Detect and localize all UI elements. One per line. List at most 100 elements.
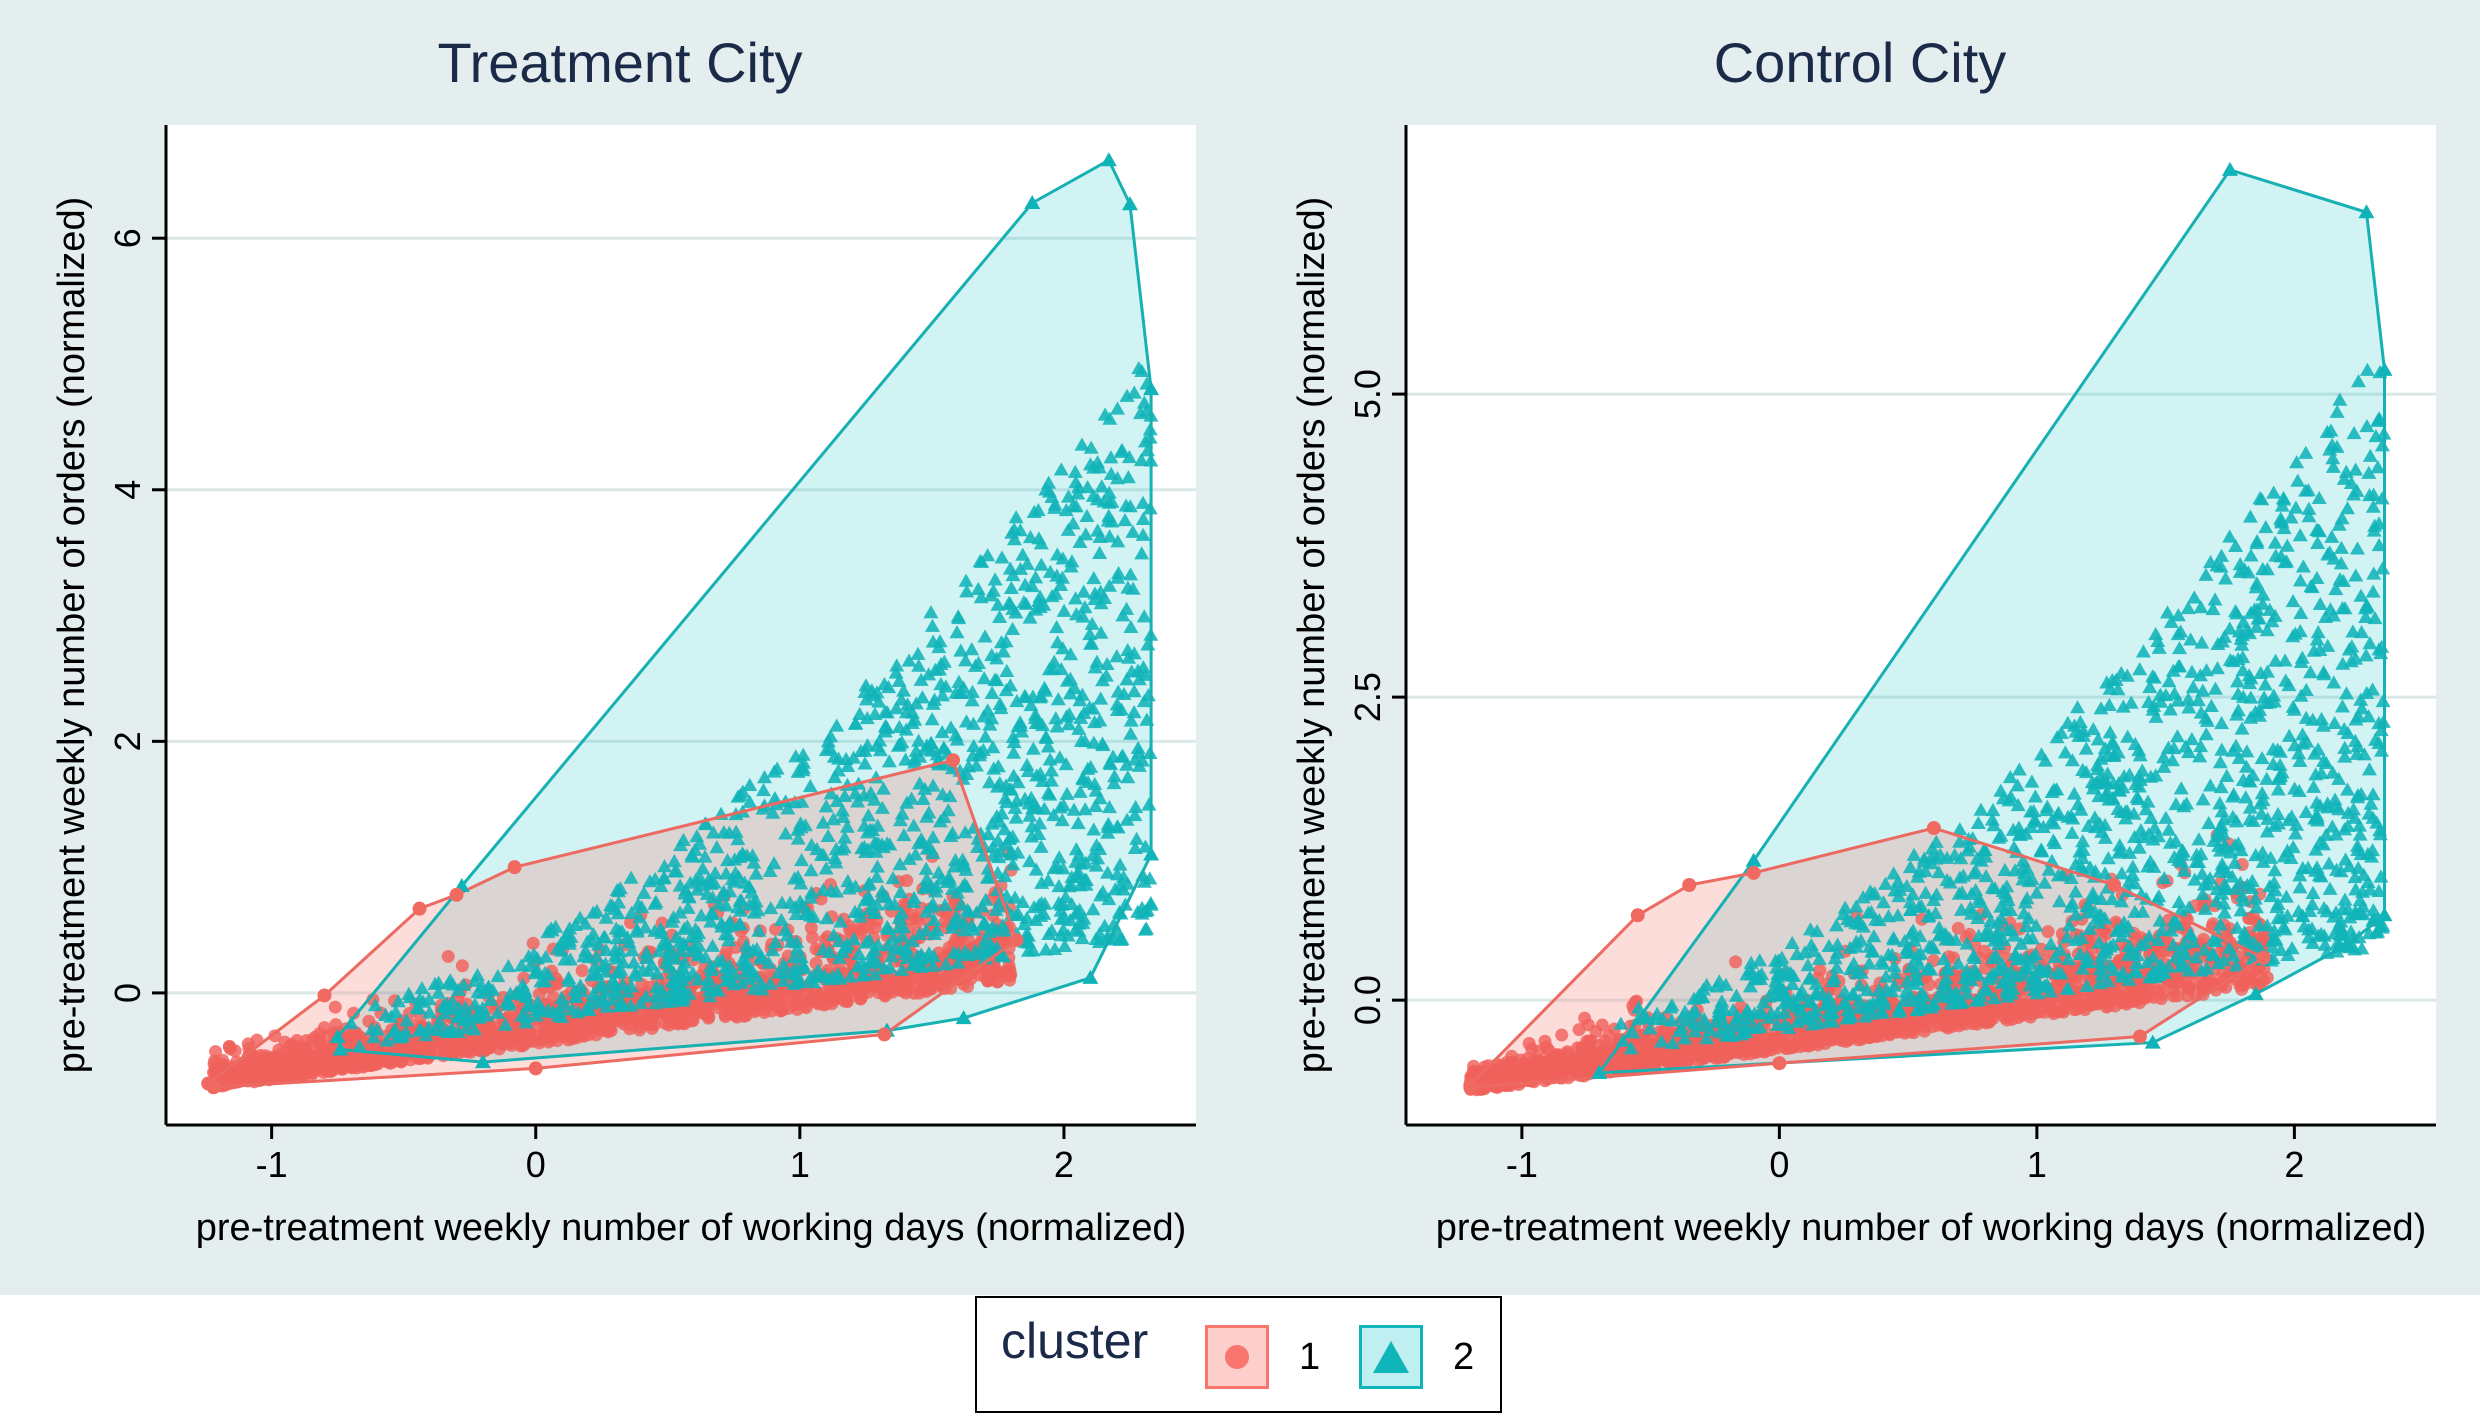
point-cluster-2 <box>965 716 981 730</box>
point-cluster-2 <box>932 814 948 828</box>
point-cluster-2 <box>923 899 939 913</box>
point-cluster-2 <box>568 989 584 1003</box>
point-cluster-2 <box>716 824 732 838</box>
point-cluster-2 <box>1061 717 1077 731</box>
point-cluster-2 <box>2192 749 2208 763</box>
point-cluster-2 <box>399 1013 415 1027</box>
point-cluster-2 <box>1046 807 1062 822</box>
point-cluster-2 <box>701 972 717 986</box>
x-tick-label: 1 <box>790 1144 810 1185</box>
point-cluster-2 <box>500 959 516 973</box>
point-cluster-2 <box>608 951 624 965</box>
point-cluster-2 <box>1113 702 1129 716</box>
point-cluster-2 <box>1120 580 1136 594</box>
point-cluster-1 <box>455 959 469 973</box>
point-cluster-2 <box>934 871 950 885</box>
point-cluster-2 <box>994 806 1010 820</box>
point-cluster-2 <box>1089 654 1105 668</box>
point-cluster-2 <box>1135 495 1151 509</box>
point-cluster-1 <box>2041 925 2055 939</box>
point-cluster-2 <box>638 989 654 1003</box>
point-cluster-2 <box>1116 869 1132 883</box>
point-cluster-2 <box>1044 489 1060 503</box>
point-cluster-2 <box>1065 498 1081 512</box>
point-cluster-2 <box>829 718 845 732</box>
treatment-city-panel: Treatment City -1 0 1 2 0 2 4 6 pre-treatment we… <box>0 0 1240 1295</box>
point-cluster-2 <box>1004 525 1020 539</box>
point-cluster-2 <box>825 812 841 826</box>
hull-vertex-cluster-2 <box>1024 194 1041 209</box>
point-cluster-2 <box>847 786 863 800</box>
point-cluster-2 <box>924 712 940 726</box>
point-cluster-2 <box>932 634 948 648</box>
point-cluster-2 <box>1056 603 1072 617</box>
point-cluster-2 <box>964 642 980 656</box>
point-cluster-2 <box>787 795 803 809</box>
point-cluster-1 <box>348 1056 362 1070</box>
point-cluster-2 <box>892 857 908 871</box>
point-cluster-2 <box>1088 858 1104 872</box>
point-cluster-2 <box>1115 608 1131 622</box>
point-cluster-2 <box>583 996 599 1010</box>
point-cluster-2 <box>820 828 836 842</box>
point-cluster-2 <box>1054 812 1070 827</box>
point-cluster-2 <box>739 945 755 959</box>
point-cluster-1 <box>1636 1045 1650 1059</box>
hull-vertex-cluster-1 <box>449 887 464 902</box>
point-cluster-2 <box>1041 662 1057 676</box>
point-cluster-2 <box>1107 769 1123 783</box>
point-cluster-2 <box>667 864 683 878</box>
point-cluster-1 <box>1863 1019 1877 1033</box>
point-cluster-2 <box>882 960 898 974</box>
point-cluster-1 <box>207 1057 221 1071</box>
point-cluster-1 <box>1538 1034 1552 1048</box>
point-cluster-1 <box>286 1042 300 1056</box>
point-cluster-2 <box>2263 850 2279 864</box>
point-cluster-2 <box>872 733 888 747</box>
point-cluster-2 <box>1063 647 1079 661</box>
point-cluster-2 <box>1135 511 1151 526</box>
hull-fill-cluster-2 <box>1599 169 2385 1073</box>
point-cluster-1 <box>575 964 589 978</box>
point-cluster-2 <box>984 816 1000 830</box>
point-cluster-2 <box>975 940 991 954</box>
point-cluster-2 <box>1126 646 1142 660</box>
point-cluster-1 <box>299 1048 313 1062</box>
point-cluster-2 <box>1119 601 1135 615</box>
point-cluster-2 <box>827 850 843 864</box>
point-cluster-2 <box>379 1033 395 1047</box>
point-cluster-2 <box>1009 694 1025 708</box>
point-cluster-2 <box>893 885 909 899</box>
point-cluster-2 <box>1028 715 1044 729</box>
point-cluster-2 <box>1119 757 1135 771</box>
point-cluster-2 <box>1043 763 1059 777</box>
point-cluster-2 <box>734 975 750 989</box>
point-cluster-2 <box>1005 857 1021 871</box>
point-cluster-2 <box>869 685 885 699</box>
point-cluster-2 <box>1064 896 1080 910</box>
hull-vertex-cluster-1 <box>206 1080 221 1095</box>
point-cluster-2 <box>741 879 757 893</box>
point-cluster-2 <box>926 948 942 962</box>
point-cluster-2 <box>1007 800 1023 814</box>
point-cluster-2 <box>905 933 921 947</box>
point-cluster-2 <box>1024 819 1040 833</box>
point-cluster-1 <box>1679 1046 1693 1060</box>
point-cluster-2 <box>1076 705 1092 719</box>
point-cluster-2 <box>974 554 990 568</box>
point-cluster-2 <box>996 949 1012 963</box>
point-cluster-2 <box>624 943 640 957</box>
point-cluster-1 <box>2242 968 2256 982</box>
point-cluster-2 <box>648 988 664 1002</box>
point-cluster-2 <box>651 943 667 958</box>
point-cluster-2 <box>554 943 570 957</box>
point-cluster-1 <box>712 1001 726 1015</box>
point-cluster-2 <box>613 997 629 1011</box>
point-cluster-1 <box>1555 1028 1569 1042</box>
point-cluster-2 <box>993 635 1009 649</box>
point-cluster-2 <box>636 885 652 899</box>
point-cluster-2 <box>980 548 996 562</box>
point-cluster-2 <box>880 938 896 952</box>
point-cluster-1 <box>334 1060 348 1074</box>
point-cluster-2 <box>934 725 950 739</box>
